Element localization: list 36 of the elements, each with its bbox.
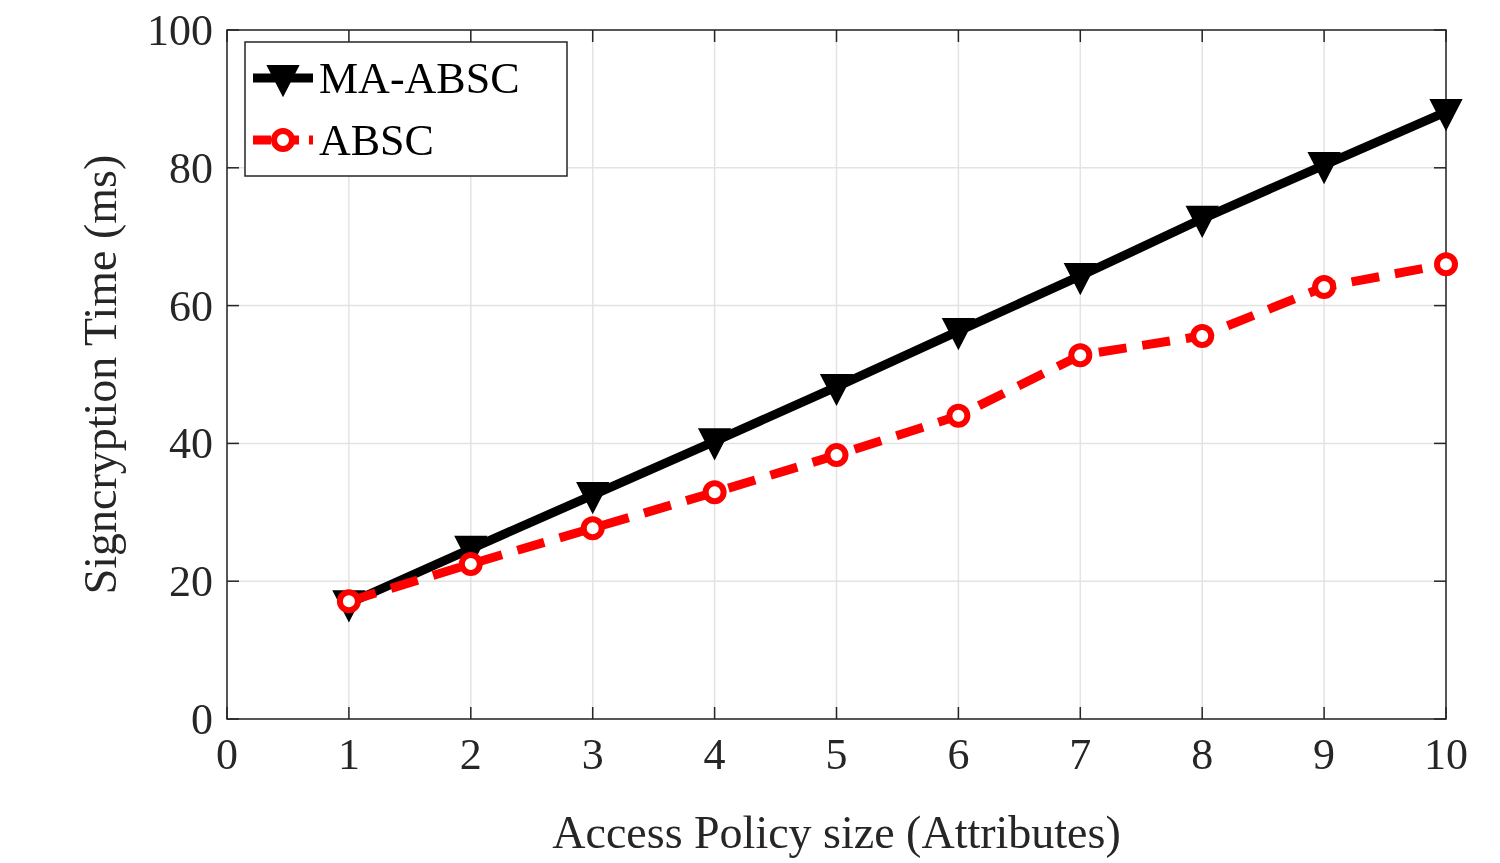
point bbox=[1434, 252, 1458, 277]
point bbox=[820, 373, 853, 405]
x-tick-label: 4 bbox=[703, 730, 726, 779]
point bbox=[824, 443, 849, 468]
point bbox=[1190, 323, 1215, 348]
x-tick-label: 2 bbox=[459, 730, 482, 779]
point bbox=[580, 516, 605, 541]
legend-label: ABSC bbox=[319, 116, 434, 165]
y-axis-title: Signcryption Time (ms) bbox=[75, 154, 126, 595]
point bbox=[1312, 275, 1337, 299]
x-tick-label: 3 bbox=[581, 730, 604, 779]
x-tick-label: 10 bbox=[1424, 730, 1468, 779]
point bbox=[458, 551, 483, 576]
y-tick-label: 100 bbox=[147, 6, 213, 55]
x-axis-title: Access Policy size (Attributes) bbox=[552, 807, 1121, 858]
legend-label: MA-ABSC bbox=[319, 54, 520, 103]
x-tick-label: 7 bbox=[1069, 730, 1092, 779]
point bbox=[942, 318, 975, 350]
x-tick-label: 1 bbox=[337, 730, 360, 779]
x-tick-label: 8 bbox=[1191, 730, 1214, 779]
point bbox=[1186, 205, 1219, 237]
point bbox=[1068, 343, 1093, 368]
x-tick-label: 9 bbox=[1313, 730, 1336, 779]
point bbox=[1430, 98, 1462, 130]
point bbox=[702, 480, 727, 505]
y-tick-label: 0 bbox=[191, 695, 213, 744]
y-tick-label: 40 bbox=[169, 419, 213, 469]
x-tick-label: 5 bbox=[825, 730, 848, 779]
point bbox=[698, 428, 731, 460]
x-tick-label: 6 bbox=[947, 730, 970, 779]
y-tick-label: 60 bbox=[169, 281, 213, 331]
point bbox=[946, 403, 971, 428]
y-tick-label: 80 bbox=[169, 143, 213, 193]
point bbox=[1064, 262, 1097, 294]
y-tick-label: 20 bbox=[169, 557, 213, 607]
point bbox=[1308, 152, 1341, 184]
